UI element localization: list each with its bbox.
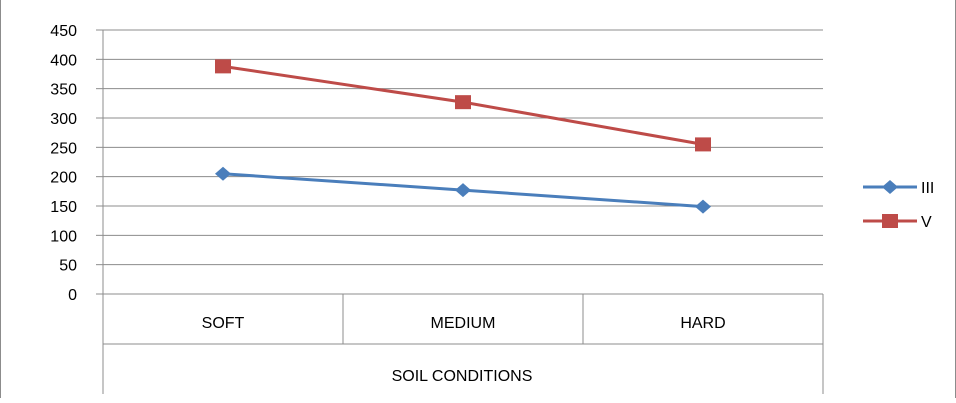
series-V (215, 59, 711, 152)
y-tick-label-400: 400 (50, 52, 77, 69)
legend-label-V: V (921, 214, 932, 231)
x-category-label-hard: HARD (680, 315, 725, 332)
y-tick-labels: 0 50 100 150 200 250 300 350 400 450 (50, 23, 77, 304)
data-point-V-medium (455, 95, 471, 110)
y-tick-label-200: 200 (50, 170, 77, 187)
series-III (215, 166, 711, 214)
legend-label-III: III (921, 180, 934, 197)
x-category-label-soft: SOFT (202, 315, 245, 332)
data-point-III-soft (215, 166, 231, 181)
data-point-III-hard (695, 199, 711, 214)
y-tick-label-150: 150 (50, 199, 77, 216)
y-tick-label-450: 450 (50, 23, 77, 40)
y-tick-label-250: 250 (50, 140, 77, 157)
data-point-III-medium (455, 183, 471, 198)
data-point-V-soft (215, 59, 231, 74)
data-point-V-hard (695, 137, 711, 152)
y-tick-label-50: 50 (59, 258, 77, 275)
legend: III V (863, 180, 934, 231)
x-category-labels: SOFT MEDIUM HARD (202, 315, 726, 332)
x-axis-title: SOIL CONDITIONS (392, 368, 533, 385)
legend-marker-III (882, 180, 898, 194)
gridlines (103, 29, 823, 266)
x-category-label-medium: MEDIUM (431, 315, 496, 332)
legend-marker-V (882, 214, 898, 228)
y-tick-label-350: 350 (50, 82, 77, 99)
series (215, 59, 711, 214)
y-tick-label-0: 0 (68, 287, 77, 304)
axes (96, 29, 824, 394)
y-tick-label-100: 100 (50, 228, 77, 245)
y-tick-label-300: 300 (50, 111, 77, 128)
